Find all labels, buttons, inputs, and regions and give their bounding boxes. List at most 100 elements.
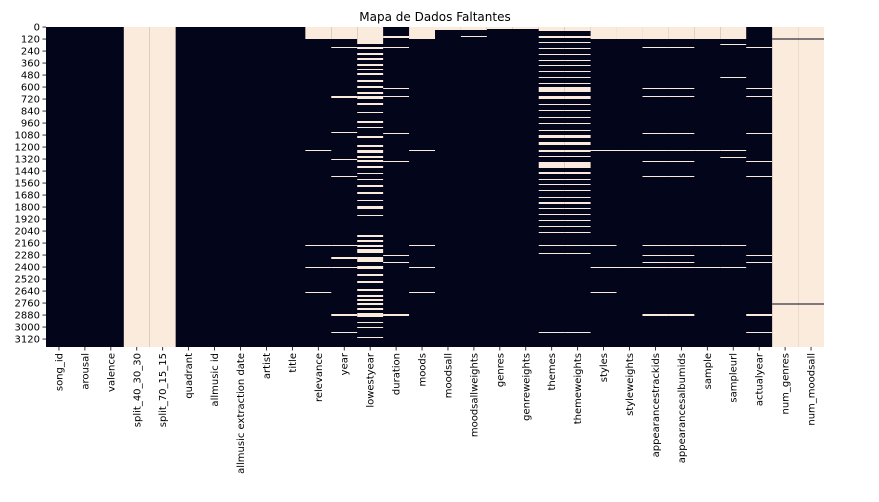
y-tick-label: 2760 [15, 299, 40, 310]
missing-cell-num-genres [772, 27, 799, 347]
missing-cell-sampleurl [720, 77, 747, 78]
missing-cell-themes [538, 65, 565, 66]
x-tick-label-relevance: relevance [314, 353, 325, 402]
missing-cell-appearancestrackids [642, 267, 669, 268]
missing-cell-year [331, 27, 358, 39]
missing-cell-themeweights [564, 245, 591, 246]
missing-cell-lowestyear [357, 303, 384, 305]
missing-cell-sampleurl [720, 150, 747, 151]
missing-cell-appearancestrackids [642, 96, 669, 97]
y-tick-label: 720 [21, 95, 40, 106]
y-tick-label: 2520 [15, 275, 40, 286]
missing-cell-themeweights [564, 117, 591, 118]
missing-cell-themeweights [564, 150, 591, 152]
missing-cell-themes [538, 130, 565, 131]
missing-cell-themes [538, 54, 565, 55]
missing-cell-appearancesalbumids [668, 161, 695, 162]
missing-cell-lowestyear [357, 103, 384, 105]
x-tick-label-allmusic-id: allmusic id [210, 353, 221, 407]
missing-cell-themes [538, 220, 565, 221]
missing-cell-sampleurl [720, 27, 747, 39]
missing-cell-themes [538, 60, 565, 61]
missing-cell-themes [538, 104, 565, 105]
missing-cell-appearancestrackids [642, 88, 669, 89]
missing-cell-themeweights [564, 208, 591, 209]
missing-cell-themes [538, 208, 565, 209]
missing-cell-sampleurl [720, 157, 747, 158]
missing-cell-year [331, 47, 358, 48]
missing-cell-lowestyear [357, 313, 384, 317]
missing-cell-lowestyear [357, 92, 384, 94]
missing-cell-themes [538, 71, 565, 72]
missing-cell-duration [383, 133, 410, 134]
heatmap-background [46, 27, 824, 347]
x-tick-label-moodsall: moodsall [443, 353, 454, 398]
missing-cell-year [331, 314, 358, 316]
x-tick-label-moodsallweights: moodsallweights [469, 353, 480, 437]
y-tick-label: 2160 [15, 239, 40, 250]
missing-cell-actualyear [746, 314, 773, 316]
missing-cell-split-40-30-30 [123, 27, 150, 347]
y-tick-label: 3120 [15, 335, 40, 346]
x-tick-label-split-70-15-15: split_70_15_15 [158, 353, 169, 427]
missing-cell-appearancestrackids [642, 262, 669, 263]
missing-cell-lowestyear [357, 274, 384, 276]
missing-cell-actualyear [746, 176, 773, 177]
missing-cell-themeweights [564, 48, 591, 49]
missing-cell-genreweights [512, 27, 539, 29]
y-tick-label: 1080 [15, 131, 40, 142]
missing-cell-lowestyear [357, 53, 384, 55]
missing-cell-themes [538, 245, 565, 246]
missing-cell-lowestyear [357, 266, 384, 269]
missing-cell-appearancesalbumids [668, 133, 695, 134]
x-tick-label-quadrant: quadrant [184, 353, 195, 399]
y-tick-label: 1320 [15, 155, 40, 166]
y-tick-label: 1560 [15, 179, 40, 190]
y-tick-label: 3000 [15, 323, 40, 334]
y-tick-label: 2400 [15, 263, 40, 274]
y-tick-label: 2280 [15, 251, 40, 262]
missing-cell-lowestyear [357, 308, 384, 310]
x-tick-label-genres: genres [495, 353, 506, 387]
missing-cell-lowestyear [357, 96, 384, 99]
missing-cell-year [331, 176, 358, 177]
x-tick-label-themes: themes [547, 353, 558, 391]
missing-cell-appearancestrackids [642, 150, 669, 151]
missing-cell-appearancesalbumids [668, 88, 695, 89]
x-axis: song_id arousal valence split_40_30_30 split… [54, 347, 818, 474]
missing-cell-themeweights [564, 184, 591, 185]
missing-cell-lowestyear [357, 245, 384, 247]
missing-cell-appearancesalbumids [668, 27, 695, 39]
missing-cell-lowestyear [357, 206, 384, 209]
missing-cell-appearancestrackids [642, 255, 669, 256]
missing-cell-themes [538, 156, 565, 157]
x-tick-label-split-40-30-30: split_40_30_30 [132, 353, 143, 427]
missing-cell-duration [383, 96, 410, 97]
missing-cell-actualyear [746, 47, 773, 48]
missing-cell-year [331, 257, 358, 259]
missing-cell-styleweights [616, 267, 643, 268]
missing-cell-actualyear [746, 161, 773, 162]
missing-cell-appearancesalbumids [668, 150, 695, 151]
x-tick-label-sampleurl: sampleurl [729, 353, 740, 403]
missing-cell-appearancestrackids [642, 47, 669, 48]
missing-cell-themeweights [564, 142, 591, 145]
missing-cell-themes [538, 77, 565, 78]
missing-cell-moods [409, 267, 435, 268]
missing-cell-lowestyear [357, 64, 384, 66]
missing-cell-duration [383, 47, 410, 48]
y-tick-label: 480 [21, 71, 40, 82]
y-tick-label: 1440 [15, 167, 40, 178]
missing-cell-themeweights [564, 104, 591, 105]
missing-cell-themes [538, 332, 565, 333]
missing-cell-lowestyear [357, 240, 384, 242]
missing-cell-lowestyear [357, 112, 384, 113]
x-tick-label-duration: duration [392, 353, 403, 395]
missing-cell-themes [538, 172, 565, 174]
heatmap-cells [46, 27, 824, 347]
missing-cell-appearancesalbumids [668, 267, 695, 268]
missing-cell-lowestyear [357, 299, 384, 301]
missing-cell-sampleurl [720, 267, 747, 268]
missing-cell-appearancesalbumids [668, 255, 695, 256]
